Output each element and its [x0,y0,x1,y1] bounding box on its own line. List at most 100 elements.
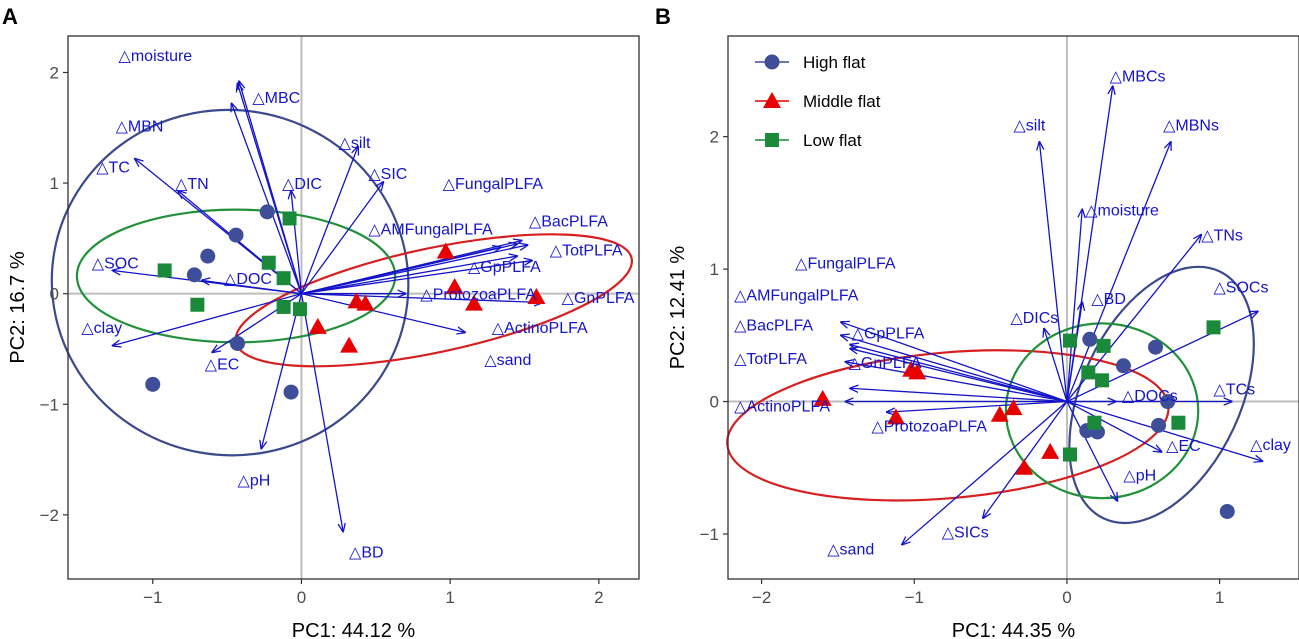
panel-a-vector-label-SIC: △SIC [368,166,407,183]
panel-a-vector-label-MBC: △MBC [252,90,300,107]
panel-a-vector-sand [301,293,465,333]
panel-a-y-tick-label: 2 [50,63,59,82]
panel-b-vector-label-clay: △clay [1250,437,1291,454]
panel-a-point-low-flat [282,211,297,226]
panel-b-vector-ProtozoaPLFA [887,400,1067,413]
panel-b-letter: B [655,4,671,29]
panel-a-point-high-flat [186,267,202,283]
panel-a-point-low-flat [276,299,291,314]
panel-b-vector-AMFungalPLFA [841,335,1068,403]
panel-a-letter: A [2,4,18,29]
panel-b-legend-marker-high-flat [764,54,780,70]
panel-b-vector-label-MBNs: △MBNs [1163,118,1219,135]
panel-a-x-tick-label: −1 [143,588,162,607]
panel-b-vector-sand [902,401,1068,545]
panel-b-legend-marker-low-flat [765,133,779,147]
panel-b-point-low-flat [1087,415,1102,430]
panel-b-vector-silt [1039,142,1068,402]
panel-a-vector-DOC [202,280,302,295]
panel-b-ellipse-low-flat [1004,322,1200,500]
panel-a-vector-label-EC: △EC [205,356,240,373]
panel-b-point-high-flat [1151,417,1167,433]
panel-a-vector-label-MBN: △MBN [116,119,164,136]
panel-a-vector-label-DIC: △DIC [282,176,322,193]
panel-a-x-tick-label: 2 [594,588,603,607]
panel-b-point-middle-flat [990,405,1009,422]
panel-a-y-tick-label: −2 [40,506,59,525]
panel-a-x-tick-label: 1 [445,588,454,607]
panel-a-vector-label-BD: △BD [349,544,384,561]
panel-b-vector-clay [1066,400,1262,462]
panel-a-point-high-flat [145,376,161,392]
panel-b-point-middle-flat [1004,399,1023,416]
panel-b-point-high-flat [1082,331,1098,347]
panel-a-point-middle-flat [464,294,483,311]
panel-a-x-tick-label: 0 [297,588,306,607]
panel-a-y-tick-label: −1 [40,395,59,414]
panel-b-vector-DICs [1044,329,1068,402]
panel-b-vector-GpPLFA [850,345,1068,403]
panel-b-vector-label-GpPLFA: △GpPLFA [852,326,925,343]
panel-b-x-tick-label: 1 [1215,588,1224,607]
panel-b-y-tick-label: 1 [710,260,719,279]
panel-a-point-middle-flat [308,317,327,334]
panel-b-point-low-flat [1095,373,1110,388]
panel-a-vector-label-GpPLFA: △GpPLFA [468,259,541,276]
panel-b-vector-label-pH: △pH [1123,467,1156,484]
panel-a-panel-border [67,35,640,580]
panel-a-point-high-flat [230,335,246,351]
panel-b-x-axis-label: PC1: 44.35 % [952,620,1076,639]
panel-b-vector-label-DICs: △DICs [1010,310,1058,327]
panel-b-vector-label-TCs: △TCs [1214,381,1256,398]
panel-b-vector-label-ActinoPLFA: △ActinoPLFA [734,399,830,416]
panel-b-vector-label-SICs: △SICs [942,524,989,541]
panel-b-panel-border [727,35,1299,580]
panel-b-vector-pH [1066,401,1117,501]
panel-a-vector-pH [261,293,303,449]
panel-a-vector-TotPLFA [301,245,527,295]
panel-b-legend-label-middle-flat: Middle flat [803,92,881,111]
panel-a-vector-label-TC: △TC [96,159,130,176]
panel-b-vector-label-moisture: △moisture [1085,202,1159,219]
panel-a-point-high-flat [283,384,299,400]
panel-a-vector-label-SOC: △SOC [92,256,139,273]
panel-b-legend-label-high-flat: High flat [803,53,866,72]
panel-b-point-low-flat [1206,320,1221,335]
panel-a-vector-label-ActinoPLFA: △ActinoPLFA [492,320,588,337]
panel-a-y-axis-label: PC2: 16.7 % [7,251,29,364]
panel-b-point-middle-flat [1015,458,1034,475]
panel-b-point-middle-flat [886,408,905,425]
panel-a-point-low-flat [261,255,276,270]
panel-b-vector-GnPLFA [846,362,1068,403]
panel-a-point-low-flat [292,302,307,317]
panel-b-vector-label-ProtozoaPLFA: △ProtozoaPLFA [872,418,988,435]
panel-b-point-high-flat [1147,339,1163,355]
panel-a-vector-label-FungalPLFA: △FungalPLFA [443,176,544,193]
panel-b-point-low-flat [1062,333,1077,348]
panel-b-point-middle-flat [1041,442,1060,459]
panel-a-vector-MBC [238,84,303,294]
panel-a-point-low-flat [190,297,205,312]
panel-a-point-middle-flat [436,242,455,259]
panel-a-y-tick-label: 0 [50,285,59,304]
panel-b-vector-moisture [1066,209,1082,402]
panel-b-legend-label-low-flat: Low flat [803,131,862,150]
panel-b-point-low-flat [1081,365,1096,380]
panel-b-vector-label-TNs: △TNs [1201,228,1243,245]
panel-a-vector-label-moisture: △moisture [119,48,193,65]
panel-a-point-middle-flat [356,294,375,311]
panel-b-x-tick-label: −1 [905,588,924,607]
panel-b-vector-label-BacPLFA: △BacPLFA [734,318,813,335]
panel-b-vector-label-silt: △silt [1014,118,1046,135]
panel-a-vector-label-ProtozoaPLFA: △ProtozoaPLFA [420,287,536,304]
panel-b-y-axis-label: PC2: 12.41 % [667,246,689,370]
panel-b-point-middle-flat [813,389,832,406]
panel-b-point-low-flat [1096,338,1111,353]
panel-a-vector-DIC [291,191,303,294]
panel-a-y-tick-label: 1 [50,174,59,193]
panel-b-y-tick-label: 2 [710,128,719,147]
panel-b-point-low-flat [1062,447,1077,462]
panel-b-vector-label-FungalPLFA: △FungalPLFA [795,255,896,272]
panel-a-point-middle-flat [527,287,546,304]
